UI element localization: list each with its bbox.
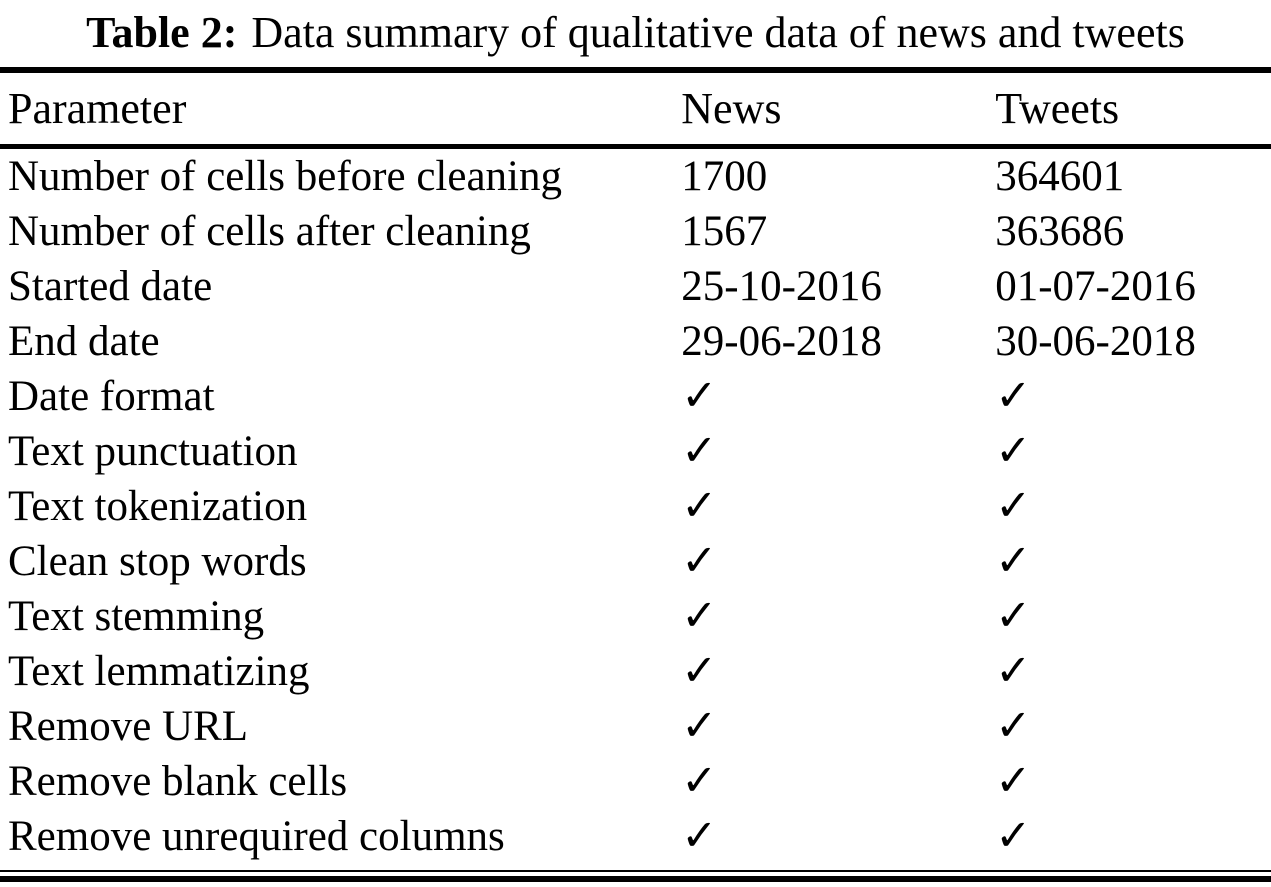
table-row: Text lemmatizing ✓ ✓ [0,644,1271,699]
parameter-cell: Text lemmatizing [8,648,310,695]
news-cell: 25-10-2016 [681,263,882,310]
parameter-cell: Text punctuation [8,428,298,475]
table-top-rule [0,67,1271,73]
tweets-cell: 01-07-2016 [995,263,1196,310]
tweets-cell: ✓ [995,538,1032,585]
tweets-cell: ✓ [995,813,1032,860]
table-bottom-rule-thin [0,870,1271,872]
table-header-row: Parameter News Tweets [0,73,1271,149]
data-summary-table: Parameter News Tweets Number of cells be… [0,73,1271,864]
table-row: Remove unrequired columns ✓ ✓ [0,809,1271,864]
column-header-tweets: Tweets [995,73,1271,149]
parameter-cell: Text tokenization [8,483,308,530]
news-cell: ✓ [681,758,718,805]
table-row: Number of cells before cleaning 1700 364… [0,147,1271,205]
table-header: Parameter News Tweets [0,73,1271,149]
news-cell: ✓ [681,373,718,420]
table-row: Text stemming ✓ ✓ [0,589,1271,644]
news-cell: 29-06-2018 [681,318,882,365]
parameter-cell: Started date [8,263,213,310]
parameter-cell: Number of cells before cleaning [8,153,562,200]
column-header-parameter: Parameter [0,73,682,149]
tweets-cell: ✓ [995,428,1032,475]
table-row: Remove blank cells ✓ ✓ [0,754,1271,809]
parameter-cell: Remove unrequired columns [8,813,505,860]
parameter-cell: Remove URL [8,703,249,750]
tweets-cell: ✓ [995,483,1032,530]
tweets-cell: 363686 [995,208,1125,255]
tweets-cell: ✓ [995,648,1032,695]
news-cell: ✓ [681,813,718,860]
news-cell: ✓ [681,703,718,750]
news-cell: ✓ [681,593,718,640]
parameter-cell: Date format [8,373,215,420]
news-cell: 1567 [681,208,768,255]
parameter-cell: Number of cells after cleaning [8,208,531,255]
parameter-cell: Remove blank cells [8,758,348,805]
table-row: Number of cells after cleaning 1567 3636… [0,204,1271,259]
tweets-cell: 364601 [995,153,1125,200]
table-row: Started date 25-10-2016 01-07-2016 [0,259,1271,314]
table-body: Number of cells before cleaning 1700 364… [0,147,1271,865]
news-cell: ✓ [681,483,718,530]
tweets-cell: ✓ [995,373,1032,420]
news-cell: ✓ [681,648,718,695]
news-cell: ✓ [681,538,718,585]
tweets-cell: ✓ [995,593,1032,640]
table-row: Text punctuation ✓ ✓ [0,424,1271,479]
tweets-cell: ✓ [995,703,1032,750]
table-row: Remove URL ✓ ✓ [0,699,1271,754]
table-caption-label: Table 2: [86,8,238,57]
table-caption-text: Data summary of qualitative data of news… [251,8,1185,57]
table-row: Clean stop words ✓ ✓ [0,534,1271,589]
table-row: Date format ✓ ✓ [0,369,1271,424]
column-header-news: News [681,73,996,149]
table-caption: Table 2: Data summary of qualitative data… [0,0,1271,65]
tweets-cell: ✓ [995,758,1032,805]
table-row: End date 29-06-2018 30-06-2018 [0,314,1271,369]
parameter-cell: Clean stop words [8,538,307,585]
table-bottom-rule-thick [0,876,1271,882]
news-cell: 1700 [681,153,768,200]
news-cell: ✓ [681,428,718,475]
tweets-cell: 30-06-2018 [995,318,1196,365]
table-row: Text tokenization ✓ ✓ [0,479,1271,534]
parameter-cell: Text stemming [8,593,265,640]
parameter-cell: End date [8,318,160,365]
